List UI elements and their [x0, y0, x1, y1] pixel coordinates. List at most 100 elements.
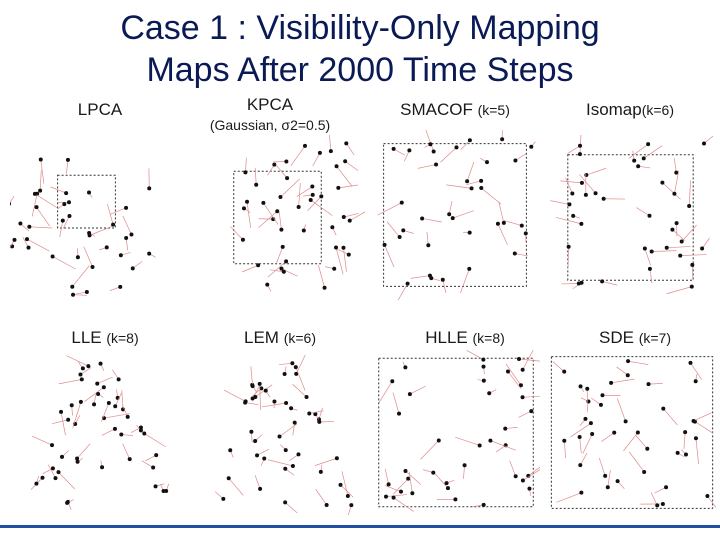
node-marker — [674, 221, 679, 226]
node-marker — [349, 503, 354, 508]
node-marker — [18, 221, 23, 226]
node-marker — [336, 185, 341, 190]
node-marker — [278, 195, 283, 200]
node-marker — [283, 448, 288, 453]
error-link — [505, 426, 518, 429]
error-link — [312, 152, 321, 167]
error-link — [405, 470, 422, 485]
node-marker — [642, 469, 647, 474]
map-plot-sde — [548, 350, 716, 515]
error-link — [80, 367, 92, 375]
error-link — [654, 486, 667, 494]
node-marker — [255, 453, 260, 458]
node-marker — [293, 365, 298, 370]
node-marker — [53, 476, 58, 481]
label-sde: SDE (k=7) — [599, 328, 671, 347]
error-link — [417, 164, 437, 169]
node-marker — [69, 403, 74, 408]
node-marker — [584, 173, 589, 178]
error-link — [611, 378, 635, 384]
error-link — [290, 145, 306, 167]
node-marker — [310, 192, 315, 197]
node-marker — [410, 491, 415, 496]
node-marker — [272, 399, 277, 404]
node-marker — [577, 152, 582, 157]
node-marker — [672, 191, 677, 196]
node-marker — [304, 395, 309, 400]
node-marker — [78, 399, 83, 404]
node-marker — [228, 448, 233, 453]
node-marker — [600, 279, 605, 284]
node-marker — [674, 170, 679, 175]
node-marker — [646, 382, 651, 387]
error-link — [403, 150, 410, 162]
error-link — [110, 207, 127, 215]
error-link — [623, 432, 639, 452]
node-marker — [601, 196, 606, 201]
node-marker — [90, 265, 95, 270]
node-marker — [399, 200, 404, 205]
error-link — [122, 216, 132, 235]
node-marker — [116, 377, 121, 382]
node-marker — [520, 478, 525, 483]
node-marker — [450, 216, 455, 221]
error-link — [466, 350, 484, 360]
error-link — [89, 224, 116, 236]
node-marker — [147, 186, 152, 191]
node-marker — [679, 239, 684, 244]
error-link — [228, 478, 244, 496]
node-marker — [138, 425, 143, 430]
node-marker — [279, 227, 284, 232]
node-marker — [27, 224, 32, 229]
error-link — [560, 180, 582, 184]
node-marker — [338, 482, 343, 487]
node-marker — [262, 456, 267, 461]
node-marker — [10, 202, 12, 206]
error-link — [442, 279, 447, 293]
label-smacof: SMACOF (k=5) — [400, 100, 510, 119]
node-marker — [576, 281, 581, 286]
node-marker — [481, 502, 486, 507]
error-link — [329, 135, 332, 152]
error-link — [31, 193, 38, 217]
error-link — [307, 196, 322, 212]
node-marker — [84, 290, 89, 295]
error-link — [73, 294, 87, 296]
node-marker — [330, 225, 335, 230]
node-marker — [277, 434, 282, 439]
error-link — [60, 411, 66, 436]
error-link — [586, 167, 607, 176]
node-marker — [689, 284, 694, 289]
error-link — [505, 363, 522, 386]
error-link — [101, 402, 110, 422]
node-marker — [495, 221, 500, 226]
error-link — [393, 148, 405, 156]
node-marker — [702, 141, 707, 146]
error-link — [683, 432, 686, 449]
node-marker — [683, 430, 688, 435]
error-link — [649, 268, 653, 284]
node-marker — [317, 150, 322, 155]
error-link — [635, 435, 648, 450]
node-marker — [284, 400, 289, 405]
error-link — [26, 238, 50, 252]
node-marker — [296, 205, 301, 210]
node-marker — [523, 231, 528, 236]
node-marker — [294, 371, 299, 376]
label-lpca: LPCA — [77, 100, 123, 119]
error-link — [385, 494, 408, 498]
node-marker — [465, 179, 470, 184]
error-link — [515, 153, 527, 161]
node-marker — [529, 144, 534, 149]
node-marker — [405, 281, 410, 286]
error-link — [298, 182, 301, 208]
error-link — [246, 201, 252, 229]
node-marker — [34, 205, 39, 210]
error-link — [662, 182, 681, 200]
label-lem: LEM (k=6) — [244, 328, 316, 347]
node-marker — [50, 254, 55, 259]
error-link — [122, 404, 129, 418]
node-marker — [609, 380, 614, 385]
node-marker — [290, 463, 295, 468]
node-marker — [391, 146, 396, 151]
